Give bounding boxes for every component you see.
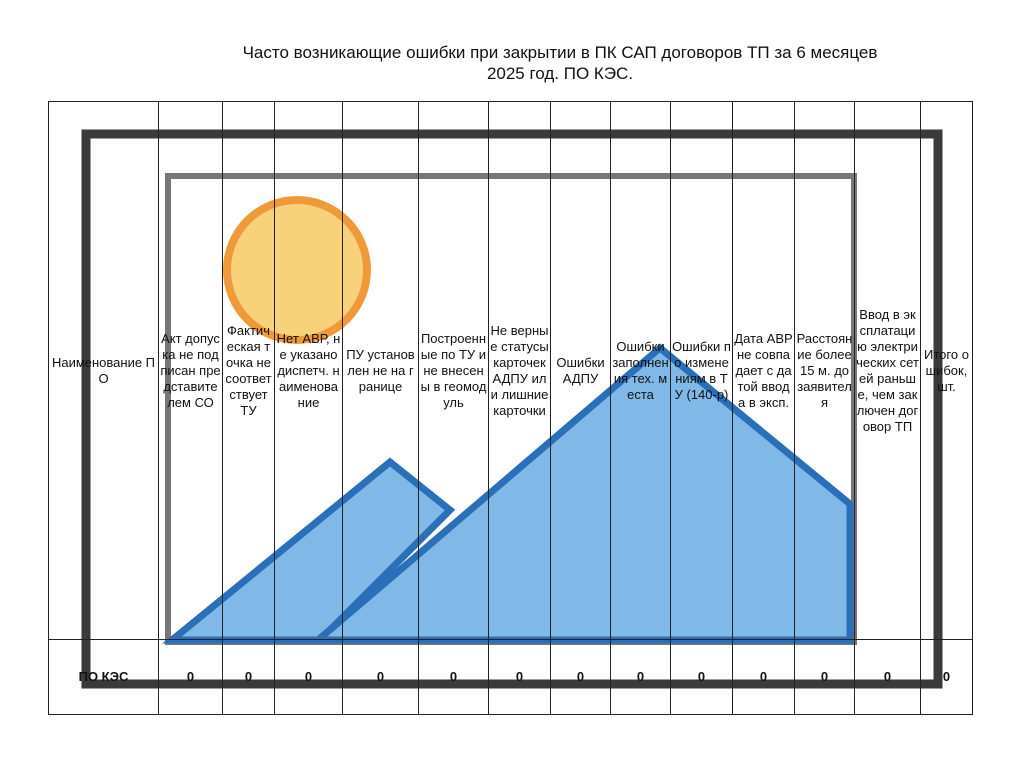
data-cell: 0 (222, 639, 275, 715)
data-cell: 0 (418, 639, 489, 715)
data-cell: 0 (550, 639, 611, 715)
header-cell: Ошибки заполнения тех. места (610, 101, 671, 640)
header-row: Наименование ПО Акт допуска не подписан п… (48, 101, 973, 640)
header-cell: Построенные по ТУ и не внесены в геомоду… (418, 101, 489, 640)
data-cell: 0 (342, 639, 419, 715)
header-cell: Нет АВР, не указано диспетч. наименовани… (274, 101, 343, 640)
header-cell: ПУ установлен не на границе (342, 101, 419, 640)
errors-table: Наименование ПО Акт допуска не подписан п… (48, 101, 973, 715)
header-cell: Ошибки по изменениям в ТУ (140-р) (670, 101, 733, 640)
title-suffix: ПО КЭС. (563, 64, 634, 83)
data-cell: 0 (670, 639, 733, 715)
data-cell: ПО КЭС (48, 639, 159, 715)
header-cell: Наименование ПО (48, 101, 159, 640)
header-cell: Дата АВР не совпадает с датой ввода в эк… (732, 101, 795, 640)
data-cell: 0 (610, 639, 671, 715)
header-cell: Акт допуска не подписан представителем С… (158, 101, 223, 640)
header-cell: Не верные статусы карточек АДПУ или лишн… (488, 101, 551, 640)
header-cell: Расстояние более 15 м. до заявителя (794, 101, 855, 640)
data-cell: 0 (488, 639, 551, 715)
data-cell: 0 (732, 639, 795, 715)
data-row: ПО КЭС 0 0 0 0 0 0 0 0 0 0 0 0 0 (48, 639, 973, 715)
data-cell: 0 (794, 639, 855, 715)
header-cell: Ошибки АДПУ (550, 101, 611, 640)
header-cell: Ввод в эксплатацию электрических сетей р… (854, 101, 921, 640)
title-text: Часто возникающие ошибки при закрытии в … (242, 43, 878, 83)
header-cell: Итого ошибок, шт. (920, 101, 973, 640)
data-cell: 0 (920, 639, 973, 715)
title: Часто возникающие ошибки при закрытии в … (230, 42, 890, 84)
header-cell: Фактическая точка не соответствует ТУ (222, 101, 275, 640)
data-cell: 0 (274, 639, 343, 715)
data-cell: 0 (854, 639, 921, 715)
data-cell: 0 (158, 639, 223, 715)
